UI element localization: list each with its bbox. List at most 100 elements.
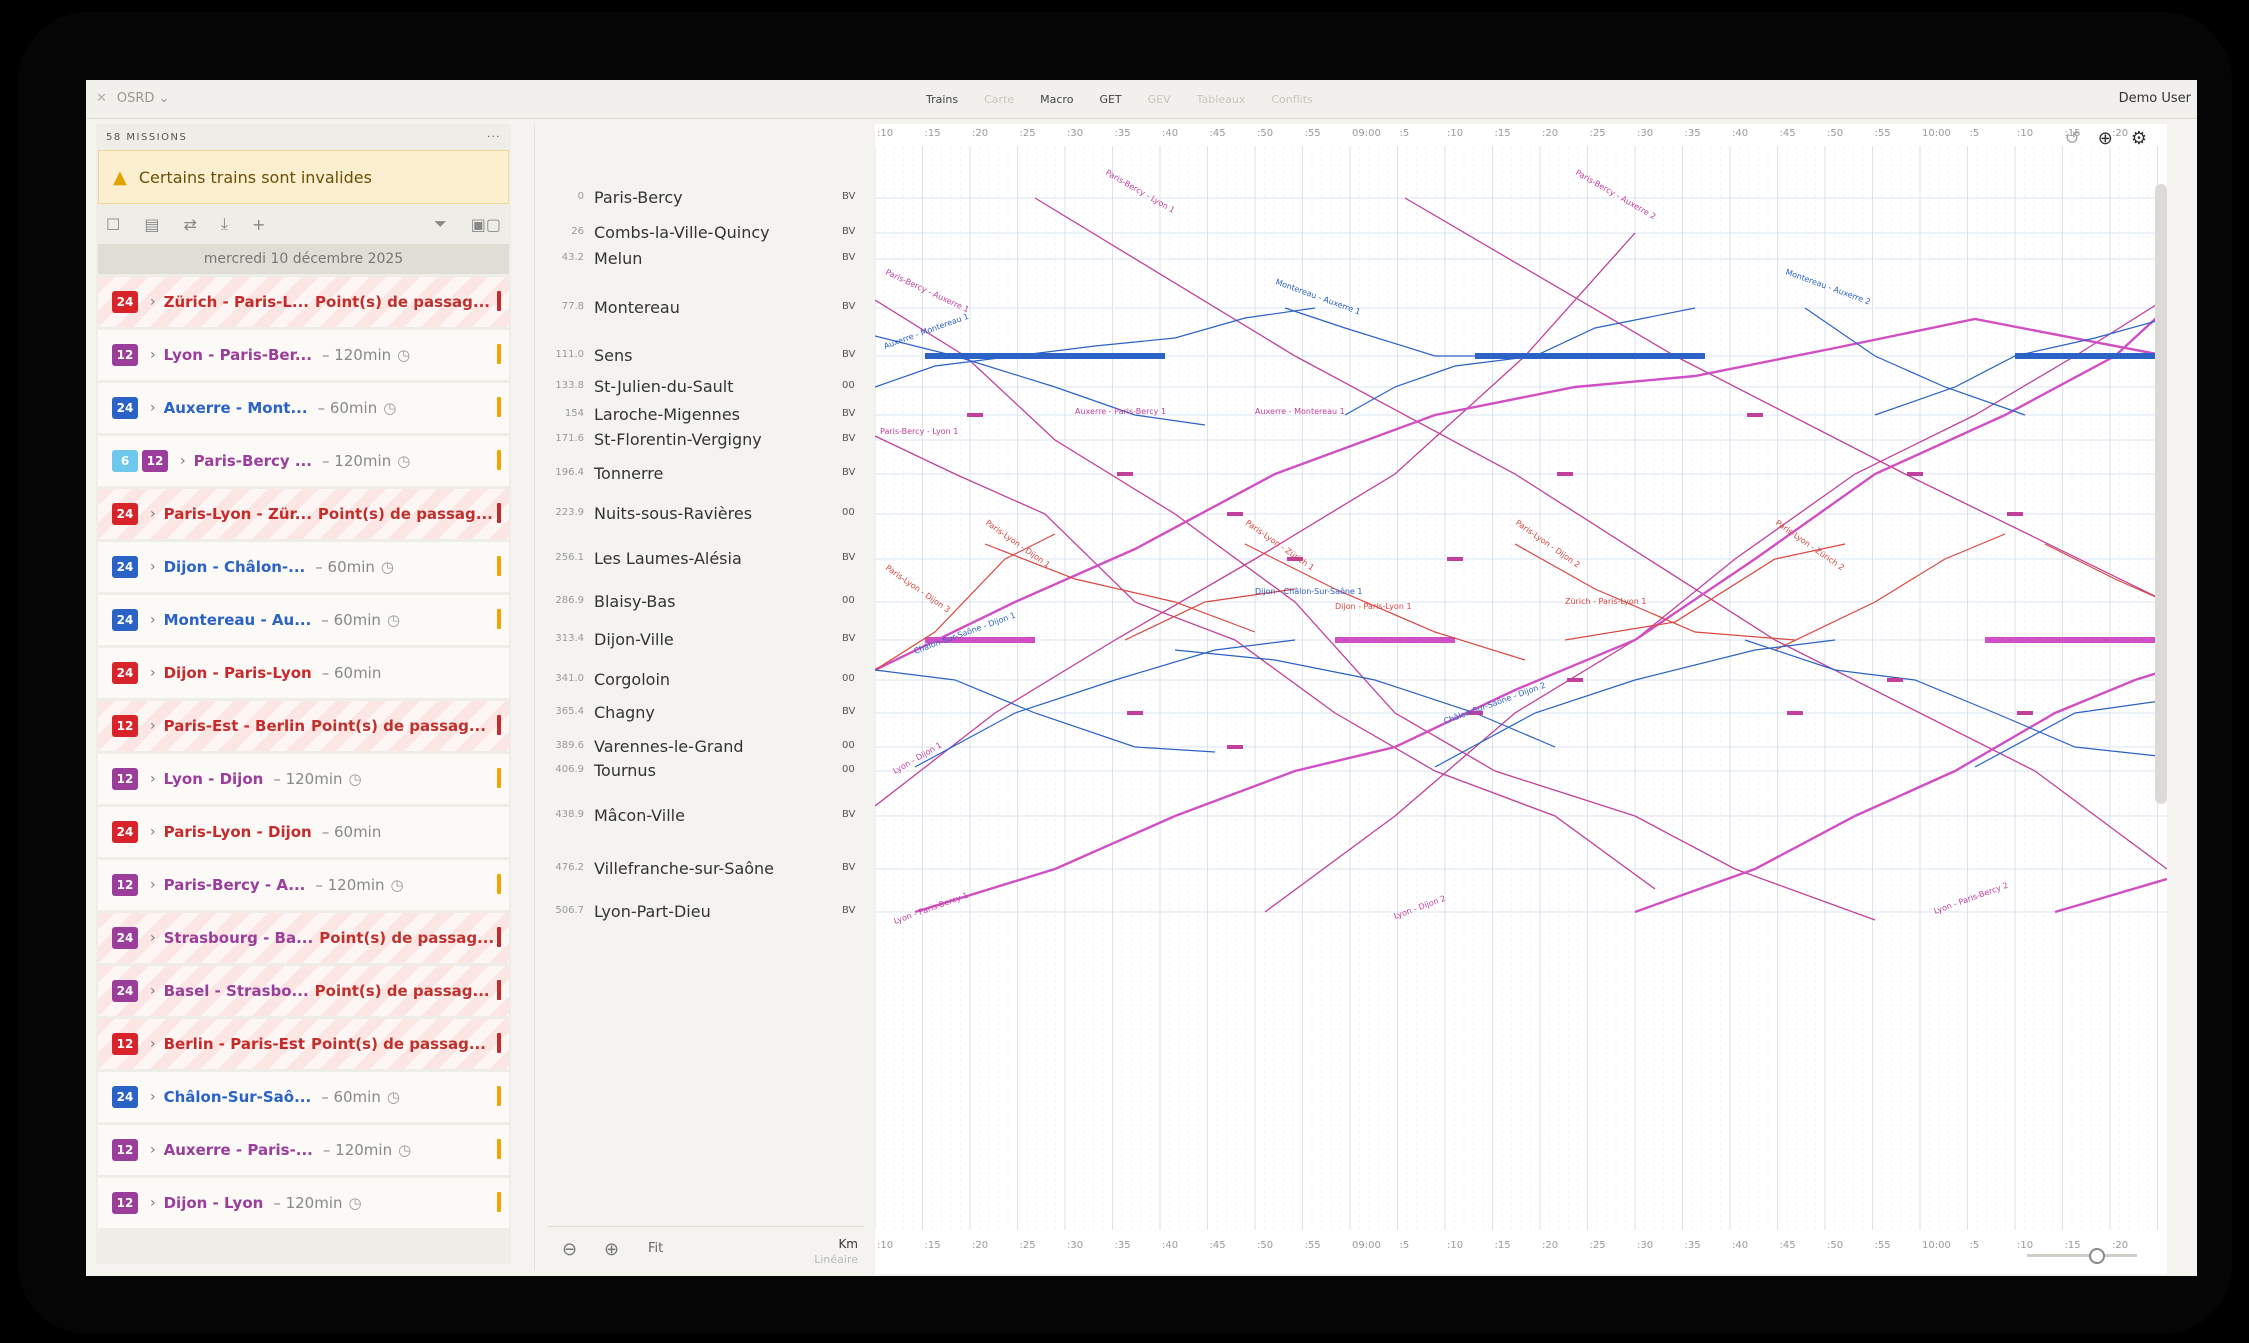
train-path-chalon-dijon-2[interactable] [1434,639,1836,768]
scale-type-label[interactable]: Linéaire [814,1253,858,1266]
train-path-dijon-chalon-2[interactable] [1174,649,1556,748]
app-switcher[interactable]: ✕ OSRD ⌄ [96,80,169,118]
reset-icon[interactable]: ↺ [2064,128,2080,149]
mission-row[interactable]: 12 › Dijon - Lyon – 120min ◷ [98,1178,509,1228]
import-icon[interactable]: ⤓ [220,214,228,233]
train-path-paris-bercy-auxerre-1[interactable] [875,299,1876,921]
fit-button[interactable]: Fit [648,1241,664,1256]
station-name[interactable]: Blaisy-Bas [594,592,676,611]
chevron-right-icon[interactable]: › [150,771,156,787]
tab-trains[interactable]: Trains [926,92,959,106]
vertical-scrollbar[interactable] [2155,184,2167,804]
train-path-dijon-chalon-1[interactable] [875,669,1216,753]
chevron-right-icon[interactable]: › [150,1036,156,1052]
train-path-chalon-dijon-1[interactable] [914,639,1296,768]
train-path-lyon-paris-bercy-3[interactable] [2054,877,2167,914]
train-path-montereau-auxerre-3[interactable] [1804,307,2026,416]
station-name[interactable]: Villefranche-sur-Saône [594,859,775,878]
train-path-zurich-paris-lyon-1[interactable] [1124,588,1296,641]
swap-icon[interactable]: ⇄ [183,214,197,234]
train-path-montereau-auxerre-2[interactable] [875,335,1206,426]
station-name[interactable]: Sens [594,346,633,365]
train-path-paris-bercy-lyon-1[interactable] [1034,197,2167,870]
train-path-paris-lyon-dijon-3[interactable] [2044,543,2167,603]
train-path-dijon-paris-lyon-1[interactable] [875,533,1056,671]
station-name[interactable]: Chagny [594,703,655,722]
mission-row[interactable]: 12 › Lyon - Dijon – 120min ◷ [98,754,509,804]
select-all-icon[interactable]: ☐ [106,214,121,234]
station-name[interactable]: Melun [594,249,643,268]
tab-carte[interactable]: Carte [984,92,1015,106]
chevron-right-icon[interactable]: › [180,453,186,469]
chevron-right-icon[interactable]: › [150,665,156,681]
filter-icon[interactable]: ⏷ [433,214,447,233]
train-path-montereau-auxerre-1[interactable] [1284,307,1495,357]
mission-row[interactable]: 24 › Basel - Strasbo... Point(s) de passag.… [98,966,509,1016]
chevron-right-icon[interactable]: › [150,983,156,999]
mission-row[interactable]: 12 › Berlin - Paris-Est Point(s) de passag.… [98,1019,509,1069]
station-name[interactable]: Varennes-le-Grand [594,737,744,756]
mission-row[interactable]: 24 › Paris-Lyon - Zür... Point(s) de passag… [98,489,509,539]
chevron-right-icon[interactable]: › [150,559,156,575]
station-name[interactable]: St-Florentin-Vergigny [594,430,762,449]
app-name[interactable]: OSRD ⌄ [116,91,170,106]
settings-icon[interactable]: ⚙ [2130,128,2147,149]
train-path-lyon-paris-bercy-heavy[interactable] [914,307,2167,914]
train-path-dijon-paris-lyon-2[interactable] [1564,543,1846,641]
chevron-right-icon[interactable]: › [150,1142,156,1158]
zoom-icon[interactable]: ⊕ [2097,128,2113,149]
train-path-paris-lyon-dijon-1[interactable] [984,543,1256,633]
chevron-right-icon[interactable]: › [150,294,156,310]
space-time-plot[interactable]: Paris-Bercy - Lyon 1 Paris-Bercy - Auxerr… [875,124,2167,1274]
train-path-lyon-paris-bercy-2[interactable] [1264,297,2167,913]
mission-row[interactable]: 12 › Paris-Bercy - A... – 120min ◷ [98,860,509,910]
station-name[interactable]: Mâcon-Ville [594,806,685,825]
train-path-dijon-paris-lyon-3[interactable] [1774,533,2006,651]
train-path-chalon-dijon-3[interactable] [1974,699,2167,768]
zoom-slider[interactable] [2027,1248,2137,1264]
station-name[interactable]: Combs-la-Ville-Quincy [594,223,770,242]
tab-get[interactable]: GET [1099,92,1122,106]
mission-row[interactable]: 24 › Zürich - Paris-L... Point(s) de passag… [98,277,509,327]
mission-row[interactable]: 24 › Paris-Lyon - Dijon – 60min [98,807,509,857]
train-path-dijon-paris-heavy[interactable] [875,317,2167,672]
mission-row[interactable]: 6 12 › Paris-Bercy ... – 120min ◷ [98,436,509,486]
add-icon[interactable]: + [251,214,266,234]
station-name[interactable]: Lyon-Part-Dieu [594,902,711,921]
tab-macro[interactable]: Macro [1040,92,1074,106]
train-path-lyon-dijon-heavy[interactable] [1634,668,2167,914]
panel-divider[interactable] [534,124,535,1270]
station-name[interactable]: Nuits-sous-Ravières [594,504,753,523]
train-path-dijon-chalon-3[interactable] [1744,639,2167,758]
station-name[interactable]: Laroche-Migennes [594,405,740,424]
zoom-slider-knob[interactable] [2089,1248,2105,1264]
train-path-paris-lyon-dijon-2[interactable] [1514,543,1796,641]
chevron-right-icon[interactable]: › [150,877,156,893]
chevron-right-icon[interactable]: › [150,718,156,734]
chevron-right-icon[interactable]: › [150,824,156,840]
station-name[interactable]: Dijon-Ville [594,630,674,649]
edit-icon[interactable]: ▤ [144,214,160,234]
chevron-right-icon[interactable]: › [150,506,156,522]
zoom-in-icon[interactable]: ⊕ [604,1239,620,1260]
close-icon[interactable]: ✕ [96,91,107,106]
train-path-paris-bercy-lyon-2[interactable] [875,435,1656,890]
train-path-auxerre-montereau-3[interactable] [1874,317,2167,416]
station-name[interactable]: St-Julien-du-Sault [594,377,734,396]
mission-row[interactable]: 24 › Dijon - Châlon-... – 60min ◷ [98,542,509,592]
chevron-right-icon[interactable]: › [150,1089,156,1105]
chevron-right-icon[interactable]: › [150,930,156,946]
chevron-right-icon[interactable]: › [150,347,156,363]
chevron-right-icon[interactable]: › [150,400,156,416]
mission-row[interactable]: 12 › Lyon - Paris-Ber... – 120min ◷ [98,330,509,380]
train-path-auxerre-montereau-2[interactable] [1344,307,1696,416]
mission-row[interactable]: 24 › Dijon - Paris-Lyon – 60min [98,648,509,698]
tab-tableaux[interactable]: Tableaux [1196,92,1246,106]
mission-row[interactable]: 24 › Auxerre - Mont... – 60min ◷ [98,383,509,433]
more-icon[interactable]: ··· [486,131,501,143]
chevron-right-icon[interactable]: › [150,1195,156,1211]
train-path-auxerre-montereau-1[interactable] [875,307,1316,388]
station-name[interactable]: Tonnerre [594,464,664,483]
tab-conflits[interactable]: Conflits [1271,92,1313,106]
station-name[interactable]: Paris-Bercy [594,188,683,207]
